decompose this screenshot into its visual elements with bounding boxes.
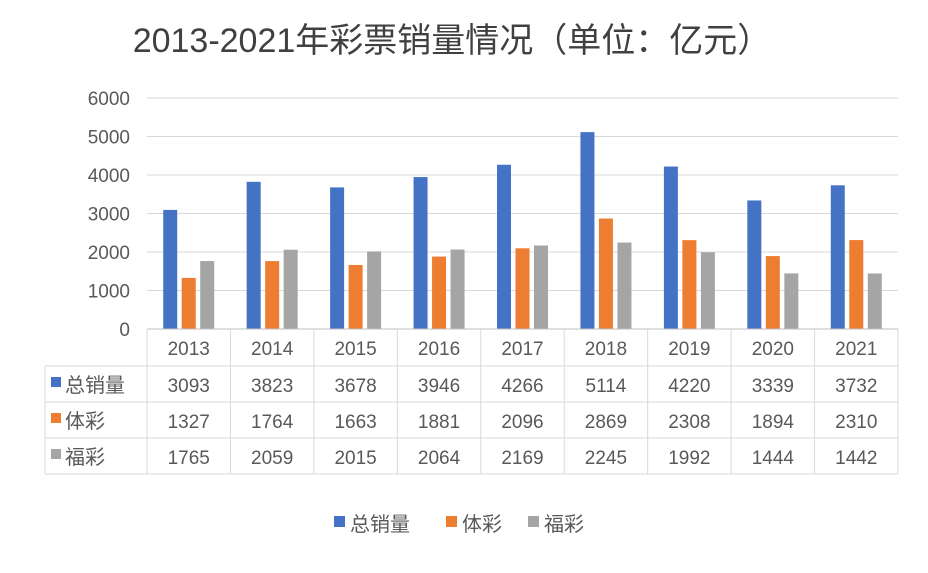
table-series-label: 总销量 (65, 374, 125, 397)
x-category-label: 2019 (668, 339, 710, 360)
table-value: 4266 (501, 376, 543, 397)
table-legend-key (51, 377, 61, 387)
legend-key-体彩 (446, 516, 457, 527)
table-value: 3946 (418, 376, 460, 397)
bar-福彩-2016 (450, 249, 465, 329)
bar-总销量-2021 (830, 185, 845, 329)
y-tick-label: 5000 (88, 128, 130, 149)
table-value: 2245 (585, 448, 627, 469)
bar-总销量-2018 (580, 132, 595, 329)
x-category-label: 2013 (168, 339, 210, 360)
table-value: 2310 (835, 412, 877, 433)
bar-总销量-2017 (497, 164, 511, 329)
table-value: 2869 (585, 412, 627, 433)
bar-总销量-2014 (246, 181, 261, 329)
table-value: 2015 (334, 448, 376, 469)
y-tick-label: 2000 (88, 243, 130, 264)
table-value: 2096 (501, 412, 543, 433)
bar-体彩-2013 (181, 277, 196, 329)
bar-福彩-2020 (784, 273, 799, 329)
y-tick-label: 3000 (88, 205, 130, 226)
table-value: 1442 (835, 448, 877, 469)
table-value: 2059 (251, 448, 293, 469)
x-category-label: 2016 (418, 339, 460, 360)
bar-体彩-2016 (432, 256, 447, 329)
legend-label: 福彩 (544, 513, 584, 536)
bar-体彩-2018 (598, 218, 613, 329)
y-tick-label: 6000 (88, 89, 130, 110)
table-value: 1765 (168, 448, 210, 469)
x-category-label: 2015 (334, 339, 376, 360)
table-value: 3823 (251, 376, 293, 397)
x-category-label: 2014 (251, 339, 294, 360)
bar-总销量-2016 (413, 177, 428, 329)
bar-福彩-2017 (534, 245, 548, 329)
bar-体彩-2020 (765, 256, 780, 329)
table-value: 3732 (835, 376, 877, 397)
bar-福彩-2013 (200, 261, 215, 329)
y-tick-label: 1000 (88, 282, 130, 303)
x-category-label: 2020 (752, 339, 794, 360)
table-value: 3339 (752, 376, 794, 397)
chart-title: 2013-2021年彩票销量情况（单位：亿元） (133, 22, 772, 60)
table-value: 1764 (251, 412, 294, 433)
bar-体彩-2017 (515, 248, 530, 329)
x-category-label: 2018 (585, 339, 627, 360)
bar-总销量-2013 (163, 209, 178, 329)
bar-体彩-2014 (265, 261, 280, 329)
table-value: 1881 (418, 412, 460, 433)
bar-福彩-2014 (283, 249, 298, 329)
table-series-label: 体彩 (65, 410, 105, 433)
table-value: 2169 (501, 448, 543, 469)
legend-key-福彩 (528, 516, 539, 527)
x-category-label: 2017 (501, 339, 543, 360)
bar-总销量-2020 (747, 200, 762, 329)
bar-体彩-2021 (849, 240, 864, 329)
table-value: 3093 (168, 376, 210, 397)
table-value: 1663 (334, 412, 376, 433)
bar-福彩-2018 (617, 242, 632, 329)
table-legend-key (51, 449, 61, 459)
bar-福彩-2021 (867, 273, 882, 329)
legend-label: 体彩 (462, 513, 502, 536)
bar-体彩-2015 (348, 264, 363, 329)
table-value: 4220 (668, 376, 710, 397)
table-value: 1992 (668, 448, 710, 469)
table-value: 1894 (752, 412, 795, 433)
bar-体彩-2019 (682, 240, 697, 329)
table-legend-key (51, 413, 61, 423)
table-series-label: 福彩 (65, 446, 105, 469)
bar-总销量-2015 (330, 187, 345, 329)
y-tick-label: 4000 (88, 166, 130, 187)
y-tick-label: 0 (119, 320, 130, 341)
legend-key-总销量 (334, 516, 345, 527)
table-value: 1327 (168, 412, 210, 433)
table-value: 3678 (334, 376, 376, 397)
table-value: 2064 (418, 448, 461, 469)
x-category-label: 2021 (835, 339, 877, 360)
table-value: 5114 (586, 376, 627, 397)
table-value: 1444 (752, 448, 795, 469)
bar-福彩-2019 (700, 252, 715, 329)
bar-总销量-2019 (663, 166, 678, 329)
legend-label: 总销量 (350, 513, 410, 536)
table-value: 2308 (668, 412, 710, 433)
bar-福彩-2015 (367, 251, 382, 329)
